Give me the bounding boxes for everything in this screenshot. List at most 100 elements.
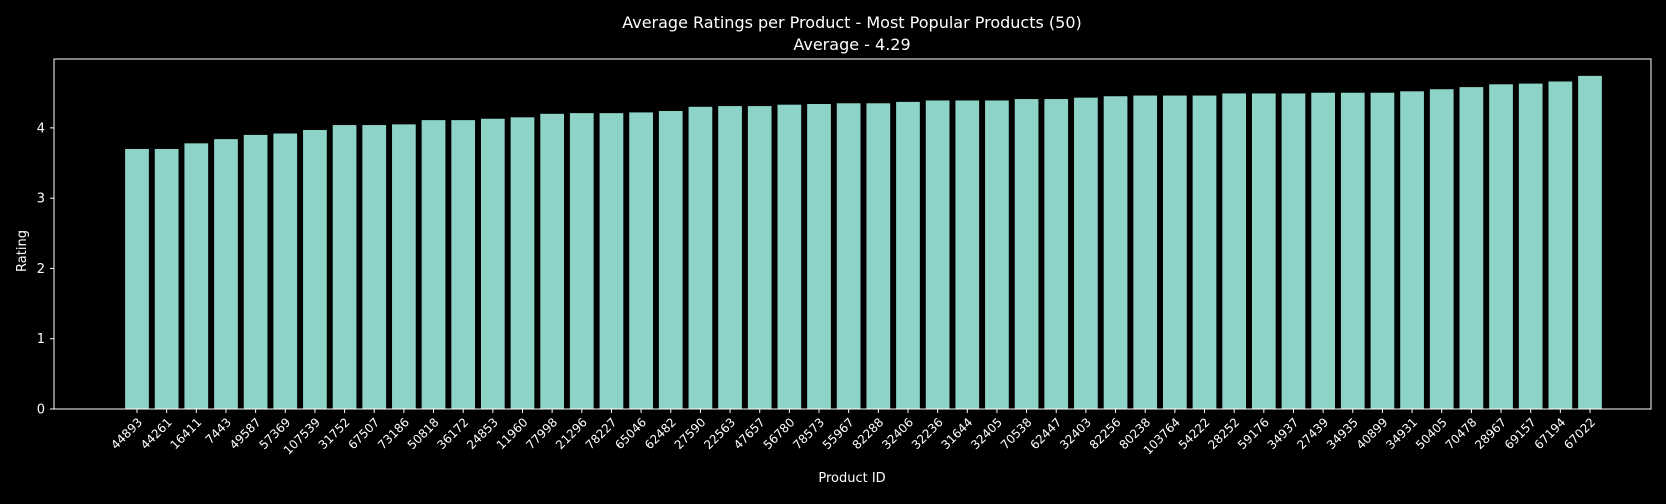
x-tick-label: 27439 (1294, 415, 1331, 452)
bar-80238 (1133, 95, 1158, 410)
bar-56780 (777, 104, 802, 410)
bar-50405 (1429, 89, 1454, 409)
bar-31752 (332, 125, 357, 409)
bar-59176 (1251, 93, 1276, 409)
y-tick-label: 3 (37, 192, 45, 207)
bar-21296 (569, 113, 594, 410)
chart-title: Average Ratings per Product - Most Popul… (622, 13, 1082, 32)
x-tick-label: 62482 (642, 415, 679, 452)
bar-32236 (925, 100, 950, 409)
x-tick-label: 50818 (405, 415, 442, 452)
bar-73186 (392, 124, 416, 410)
x-tick-label: 34937 (1265, 415, 1302, 452)
x-tick-label: 47657 (731, 415, 768, 452)
bar-34931 (1400, 91, 1424, 409)
bar-69157 (1518, 83, 1543, 409)
bar-36172 (451, 120, 476, 409)
x-tick-label: 11960 (494, 415, 531, 452)
x-tick-label: 62447 (1027, 415, 1064, 452)
bar-40899 (1370, 92, 1395, 409)
x-tick-label: 82288 (850, 415, 887, 452)
bar-78227 (599, 113, 624, 410)
bar-62482 (658, 111, 683, 409)
bar-103764 (1163, 95, 1187, 410)
x-tick-label: 24853 (464, 415, 501, 452)
x-tick-label: 32405 (968, 415, 1005, 452)
bar-77998 (540, 113, 564, 409)
x-tick-label: 77998 (523, 415, 560, 452)
x-tick-label: 59176 (1235, 415, 1272, 452)
bar-57369 (273, 133, 298, 409)
x-tick-label: 32403 (1057, 415, 1094, 452)
bar-67507 (362, 125, 387, 409)
plot-frame (53, 58, 1652, 410)
x-tick-label: 21296 (553, 415, 590, 452)
bar-82288 (866, 103, 891, 409)
bar-70478 (1459, 87, 1484, 410)
x-tick-label: 78227 (583, 415, 620, 452)
bar-49587 (243, 134, 268, 409)
bar-67194 (1548, 81, 1573, 410)
bar-27439 (1311, 92, 1335, 409)
x-tick-label: 28967 (1472, 415, 1509, 452)
x-tick-label: 40899 (1354, 415, 1391, 452)
x-tick-label: 55967 (820, 415, 857, 452)
y-axis-label: Rating (15, 230, 30, 272)
bar-67022 (1578, 75, 1602, 410)
y-tick-label: 0 (37, 403, 45, 418)
bar-28967 (1489, 84, 1513, 410)
bar-7443 (214, 139, 238, 409)
x-tick-label: 32406 (879, 415, 916, 452)
bar-54222 (1192, 95, 1217, 410)
x-tick-label: 27590 (672, 415, 709, 452)
x-tick-label: 82256 (1087, 415, 1124, 452)
bar-62447 (1044, 99, 1069, 409)
bar-65046 (629, 112, 653, 409)
x-tick-label: 34935 (1324, 415, 1361, 452)
bar-44893 (125, 148, 149, 409)
x-tick-label: 49587 (227, 415, 264, 452)
x-tick-label: 56780 (761, 415, 798, 452)
bar-55967 (836, 103, 861, 409)
bar-31644 (955, 100, 980, 409)
x-tick-label: 50405 (1413, 415, 1450, 452)
bar-47657 (747, 106, 772, 409)
y-tick-label: 2 (37, 262, 45, 277)
x-tick-label: 22563 (701, 415, 738, 452)
x-tick-label: 70538 (998, 415, 1035, 452)
x-tick-label: 16411 (168, 415, 205, 452)
x-tick-label: 67507 (345, 415, 382, 452)
x-tick-label: 73186 (375, 415, 412, 452)
x-tick-label: 44261 (138, 415, 175, 452)
bar-28252 (1222, 93, 1247, 409)
bar-22563 (718, 106, 742, 409)
x-axis-label: Product ID (818, 471, 885, 486)
bars-layer (125, 75, 1602, 410)
bar-50818 (421, 120, 446, 409)
x-tick-label: 70478 (1443, 415, 1480, 452)
x-tick-label: 54222 (1176, 415, 1213, 452)
bar-70538 (1014, 99, 1039, 409)
bar-27590 (688, 106, 713, 409)
x-tick-label: 28252 (1205, 415, 1242, 452)
bar-44261 (154, 148, 179, 409)
bar-24853 (480, 118, 505, 410)
y-tick-label: 4 (37, 121, 45, 136)
x-tick-label: 32236 (909, 415, 946, 452)
bar-107539 (303, 129, 327, 410)
x-tick-label: 34931 (1383, 415, 1420, 452)
bar-32403 (1074, 97, 1098, 410)
chart-subtitle: Average - 4.29 (793, 35, 910, 54)
x-tick-label: 69157 (1502, 415, 1539, 452)
bar-32405 (985, 100, 1009, 409)
bar-32406 (896, 101, 920, 410)
bar-34937 (1281, 93, 1306, 409)
x-tick-label: 67022 (1561, 415, 1598, 452)
x-tick-label: 44893 (108, 415, 145, 452)
bar-78573 (807, 103, 831, 409)
bar-34935 (1340, 92, 1365, 409)
x-tick-label: 31752 (316, 415, 353, 452)
x-tick-label: 36172 (434, 415, 471, 452)
bar-16411 (184, 143, 209, 409)
